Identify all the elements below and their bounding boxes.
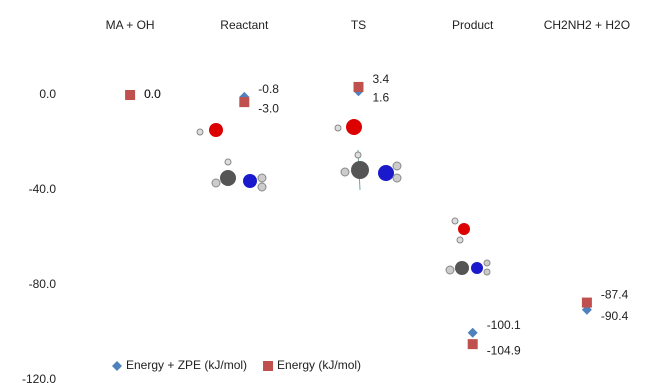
category-label: CH2NH2 + H2O xyxy=(544,18,630,32)
y-tick-label: -120.0 xyxy=(22,372,56,383)
marker-square xyxy=(239,97,249,107)
data-label: -100.1 xyxy=(487,318,521,332)
chart: 0.0 -40.0 -80.0 -120.0 MA + OH Reactant TS Prod… xyxy=(0,0,646,383)
data-label: -104.9 xyxy=(487,343,521,357)
data-label: -87.4 xyxy=(601,288,629,302)
category-label: Reactant xyxy=(220,18,269,32)
data-label: -90.4 xyxy=(601,309,629,323)
data-label: 3.4 xyxy=(373,72,390,86)
data-label: 0.0 xyxy=(144,87,161,101)
marker-square xyxy=(582,298,592,308)
legend-label: Energy + ZPE (kJ/mol) xyxy=(126,358,247,372)
legend-label: Energy (kJ/mol) xyxy=(277,358,361,372)
data-label: -3.0 xyxy=(258,101,279,115)
marker-square xyxy=(125,90,135,100)
molecule-ts xyxy=(335,119,401,190)
y-tick-label: -40.0 xyxy=(29,182,57,196)
marker-square xyxy=(354,82,364,92)
category-label: MA + OH xyxy=(106,18,155,32)
marker-square xyxy=(468,339,478,349)
data-label: -0.8 xyxy=(258,82,279,96)
molecule-product xyxy=(446,218,490,275)
marker-diamond xyxy=(468,328,478,338)
category-label: TS xyxy=(351,18,366,32)
marker-square xyxy=(263,361,273,371)
marker-diamond xyxy=(112,361,122,371)
y-tick-label: 0.0 xyxy=(39,87,56,101)
molecule-reactant xyxy=(197,123,266,191)
y-tick-label: -80.0 xyxy=(29,277,57,291)
category-label: Product xyxy=(452,18,494,32)
data-label: 1.6 xyxy=(373,90,390,104)
